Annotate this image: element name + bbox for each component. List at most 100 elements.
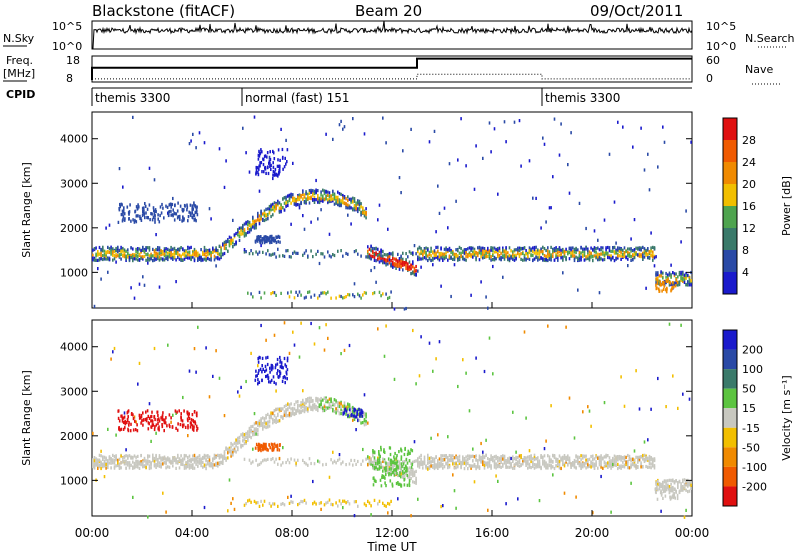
data-cell [288,403,291,407]
data-cell [408,474,411,478]
data-cell [320,197,322,201]
data-cell [305,406,307,410]
data-cell [112,253,114,257]
data-cell [333,459,336,463]
data-cell [618,249,621,254]
data-cell [625,460,627,464]
data-cell [345,202,347,206]
data-cell [353,203,356,208]
data-cell [467,247,469,251]
data-cell [663,140,666,144]
data-cell [517,251,519,255]
data-cell [260,239,262,243]
data-cell [261,150,263,154]
data-cell [135,465,137,469]
data-cell [263,291,266,295]
data-cell [333,192,336,196]
data-cell [415,469,417,473]
data-cell [367,245,369,249]
data-cell [318,460,321,464]
data-cell [408,267,411,271]
data-cell [215,349,217,353]
data-cell [284,363,286,367]
data-cell [261,170,263,174]
data-cell [238,226,241,230]
data-cell [523,258,526,262]
data-cell [347,199,349,203]
data-cell [147,427,150,431]
data-cell [272,202,274,206]
data-cell [290,457,292,461]
data-cell [190,257,192,262]
data-cell [179,423,182,427]
data-cell [478,465,481,469]
data-cell [142,275,144,279]
data-cell [260,449,262,453]
data-cell [278,419,281,423]
data-cell [535,463,537,467]
data-cell [203,253,206,257]
data-cell [400,256,402,260]
data-cell [612,462,614,467]
data-cell [485,295,487,299]
data-cell [625,249,627,253]
data-cell [685,483,687,487]
data-cell [522,251,524,256]
data-cell [495,249,497,254]
data-cell [285,195,287,199]
data-cell [129,429,132,433]
data-cell [127,248,129,252]
data-cell [148,416,151,420]
data-cell [268,501,271,506]
data-cell [367,255,369,259]
data-cell [472,246,474,250]
data-cell [472,253,474,257]
data-cell [690,283,692,287]
data-cell [478,251,481,255]
data-cell [395,266,397,270]
data-cell [643,247,646,251]
nsky-label: N.Sky [3,32,35,45]
data-cell [139,416,142,420]
data-cell [115,249,117,253]
data-cell [218,147,221,151]
data-cell [325,407,327,411]
data-cell [268,206,271,211]
data-cell [323,197,326,201]
data-cell [143,212,146,216]
data-cell [185,464,187,468]
data-cell [265,213,267,217]
data-cell [303,199,306,204]
data-cell [107,465,109,469]
data-cell [257,357,259,361]
data-cell [312,197,314,201]
data-cell [355,462,357,466]
data-cell [110,247,112,251]
data-cell [320,252,322,256]
data-cell [537,258,539,262]
data-cell [422,252,424,256]
data-cell [210,462,212,466]
data-cell [690,279,692,283]
data-cell [257,213,259,217]
data-cell [363,132,366,136]
data-cell [325,323,327,327]
data-cell [153,209,156,214]
data-cell [273,173,276,177]
data-cell [137,258,139,262]
data-cell [330,405,332,409]
data-cell [417,250,419,254]
data-cell [373,456,376,460]
data-cell [325,398,327,402]
data-cell [134,218,136,222]
data-cell [398,257,401,261]
data-cell [133,254,136,258]
data-cell [430,464,432,468]
data-cell [270,292,272,296]
data-cell [398,259,401,263]
data-cell [238,439,241,443]
data-cell [413,266,416,270]
data-cell [640,461,642,465]
data-cell [323,396,326,400]
data-cell [565,256,567,260]
